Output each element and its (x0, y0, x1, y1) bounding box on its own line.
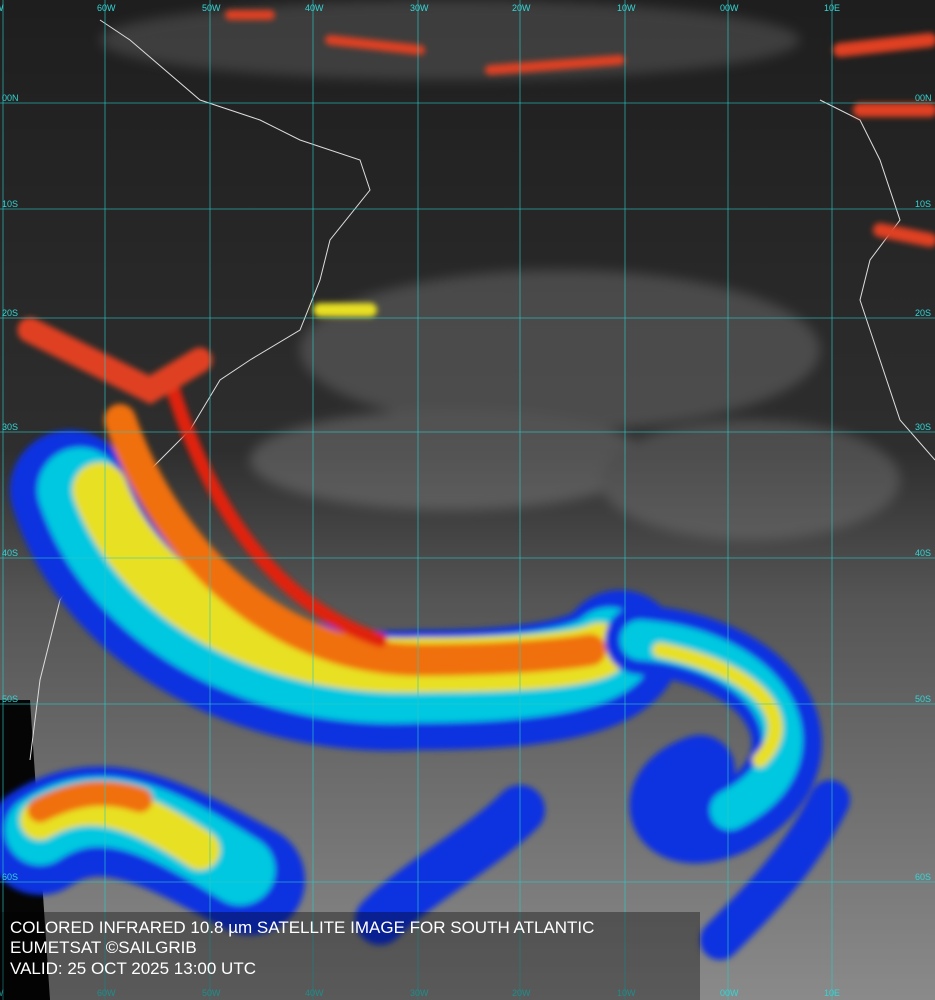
latitude-label: 60S (915, 872, 931, 882)
latitude-label: 00N (2, 93, 19, 103)
latitude-label: 10S (2, 199, 18, 209)
longitude-label: 10W (617, 3, 636, 13)
longitude-label: 40W (305, 3, 324, 13)
latitude-label: 40S (915, 548, 931, 558)
longitude-label: 10W (617, 988, 636, 998)
latitude-label: 00N (915, 93, 932, 103)
longitude-label: 60W (97, 988, 116, 998)
longitude-label: 30W (410, 988, 429, 998)
longitude-label: 60W (97, 3, 116, 13)
latitude-label: 50S (915, 694, 931, 704)
latitude-label: 60S (2, 872, 18, 882)
latitude-label: 30S (2, 422, 18, 432)
longitude-label: 30W (410, 3, 429, 13)
latitude-label: 50S (2, 694, 18, 704)
latitude-label: 20S (915, 308, 931, 318)
latitude-label: 40S (2, 548, 18, 558)
longitude-label: 10E (824, 988, 840, 998)
longitude-label: W (0, 3, 4, 13)
caption-title: COLORED INFRARED 10.8 µm SATELLITE IMAGE… (10, 918, 594, 937)
longitude-label: 20W (512, 3, 531, 13)
caption-valid: VALID: 25 OCT 2025 13:00 UTC (10, 959, 256, 978)
longitude-label: 20W (512, 988, 531, 998)
latitude-label: 20S (2, 308, 18, 318)
longitude-label: 50W (202, 3, 221, 13)
latitude-label: 30S (915, 422, 931, 432)
latitude-label: 10S (915, 199, 931, 209)
longitude-label: 50W (202, 988, 221, 998)
caption-source: EUMETSAT ©SAILGRIB (10, 938, 197, 957)
longitude-label: 10E (824, 3, 840, 13)
cloud-band (0, 10, 935, 960)
longitude-label: 00W (720, 988, 739, 998)
longitude-label: W (0, 988, 4, 998)
longitude-label: 00W (720, 3, 739, 13)
longitude-label: 40W (305, 988, 324, 998)
caption-box (0, 912, 700, 1000)
